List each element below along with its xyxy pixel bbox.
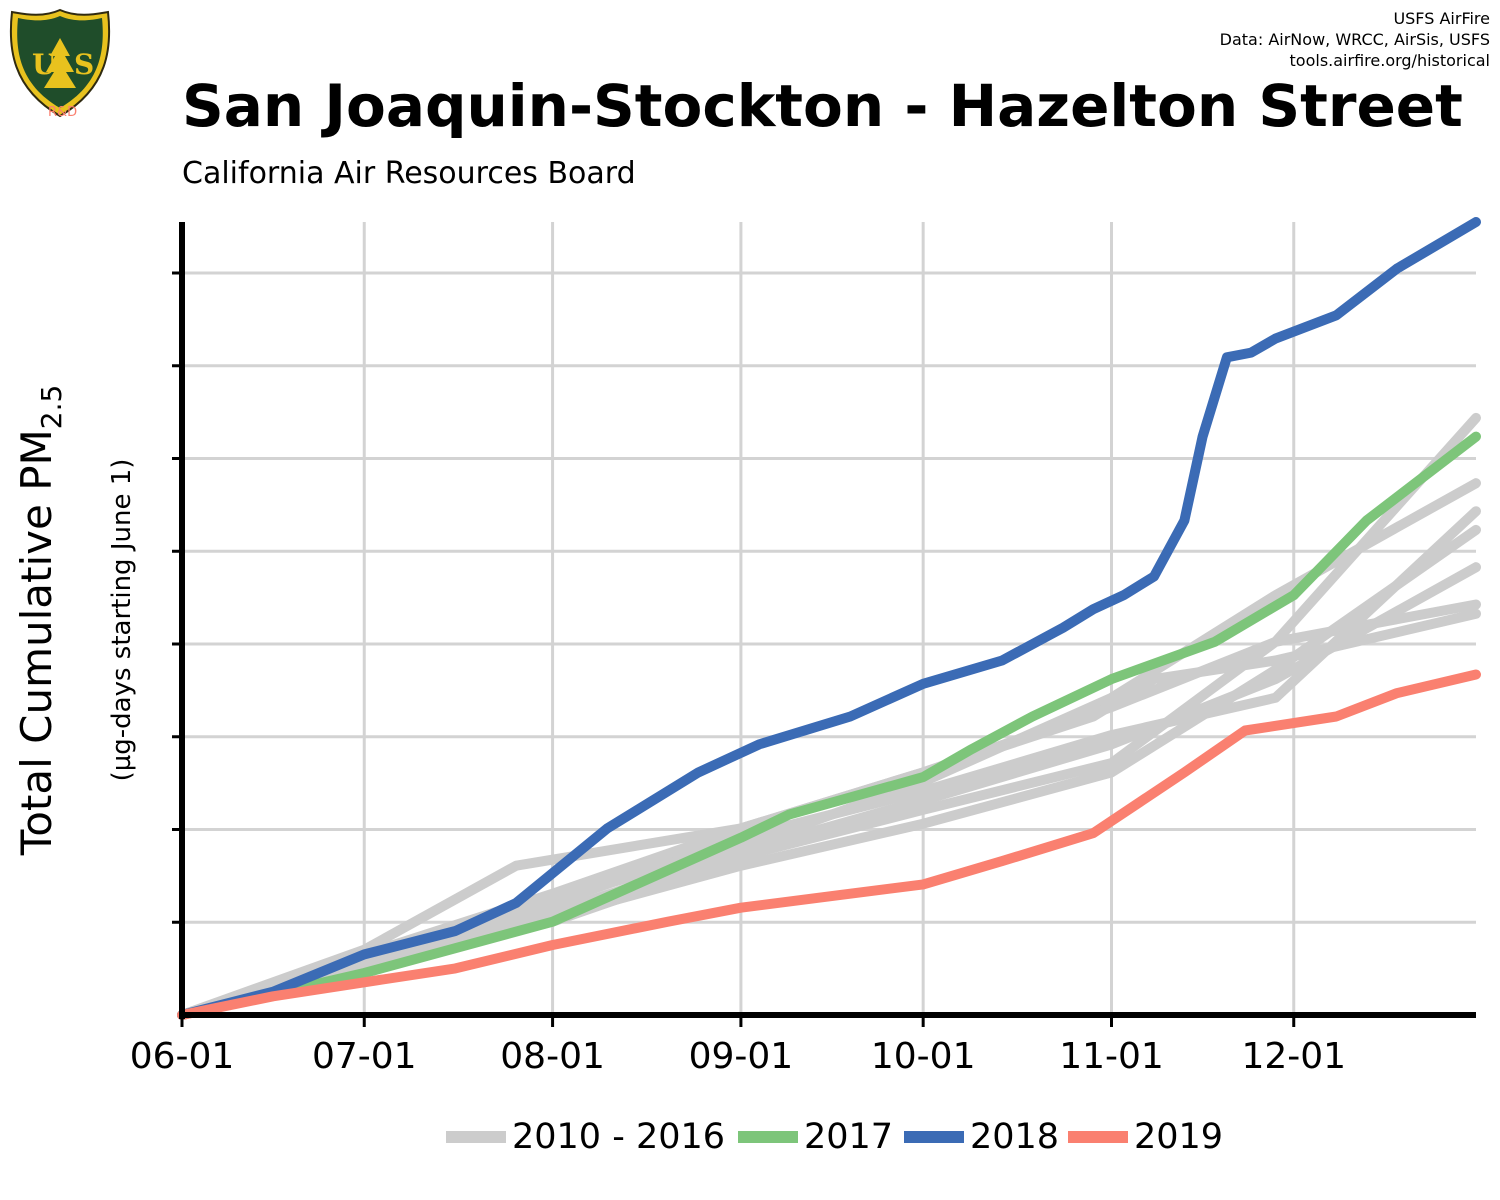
credits-line-3: tools.airfire.org/historical [1289, 51, 1490, 70]
credits-line-2: Data: AirNow, WRCC, AirSis, USFS [1219, 30, 1490, 49]
usfs-logo: U S R&D [9, 8, 111, 118]
legend-item: 2019 [1068, 1112, 1223, 1162]
legend-label: 2010 - 2016 [512, 1117, 726, 1157]
legend-swatch [446, 1131, 506, 1143]
axis-layer: 06-01 07-01 08-01 09-01 10-01 11-01 12-01 [130, 222, 1476, 1077]
series-line-6 [177, 412, 1481, 1020]
legend-label: 2019 [1134, 1117, 1224, 1157]
x-tick-label: 06-01 [130, 1036, 235, 1077]
x-tick-label: 08-01 [500, 1036, 605, 1077]
tree-icon [44, 38, 76, 88]
svg-text:S: S [74, 48, 94, 81]
logo-letters: U [32, 48, 56, 81]
chart-title: San Joaquin-Stockton - Hazelton Street [182, 72, 1463, 140]
legend: 2010 - 2016 2017 2018 2019 [0, 1112, 1500, 1162]
grid-layer [182, 222, 1476, 1015]
chart-subtitle: California Air Resources Board [182, 156, 636, 191]
credits: USFS AirFire Data: AirNow, WRCC, AirSis,… [1220, 8, 1490, 71]
x-tick-label: 07-01 [312, 1036, 417, 1077]
series-line-9 [177, 669, 1481, 1020]
series-line-1 [177, 478, 1481, 1020]
series-line-8 [177, 217, 1481, 1020]
x-tick-label: 09-01 [689, 1036, 794, 1077]
legend-item: 2010 - 2016 [446, 1112, 725, 1162]
x-tick-label: 11-01 [1059, 1036, 1164, 1077]
legend-item: 2017 [738, 1112, 893, 1162]
series-layer [177, 217, 1481, 1020]
credits-line-1: USFS AirFire [1393, 9, 1490, 28]
series-line-7 [177, 431, 1481, 1020]
legend-swatch [1068, 1131, 1128, 1143]
x-tick-label: 12-01 [1241, 1036, 1346, 1077]
legend-item: 2018 [904, 1112, 1059, 1162]
legend-label: 2017 [804, 1117, 894, 1157]
logo-rd: R&D [48, 105, 77, 118]
legend-swatch [738, 1131, 798, 1143]
legend-swatch [904, 1131, 964, 1143]
x-tick-label: 10-01 [871, 1036, 976, 1077]
legend-label: 2018 [970, 1117, 1060, 1157]
